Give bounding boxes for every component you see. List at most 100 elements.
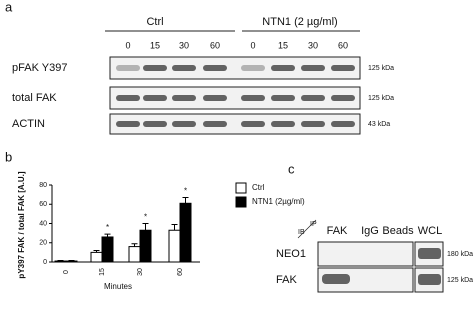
band (172, 121, 196, 127)
y-tick-label: 40 (39, 220, 47, 227)
band (241, 95, 265, 101)
bar (54, 260, 67, 263)
divider (297, 219, 317, 239)
bar (168, 229, 181, 263)
significance: * (184, 187, 187, 196)
bar (101, 236, 114, 263)
band (322, 274, 350, 284)
band (241, 65, 265, 71)
lane-label: 60 (338, 40, 348, 50)
size-label: 125 kDa (368, 95, 394, 102)
size-label: 43 kDa (368, 121, 390, 128)
row-label: FAK (276, 274, 297, 286)
significance: * (144, 213, 147, 222)
column-label: IgG (361, 225, 379, 237)
blot (317, 267, 414, 293)
band (301, 95, 325, 101)
band (331, 95, 355, 101)
column-labels: FAK IgG Beads WCL (327, 225, 443, 237)
band (271, 95, 295, 101)
y-tick-label: 60 (39, 201, 47, 208)
legend-swatch (235, 196, 247, 208)
lane-label: 30 (308, 40, 318, 50)
group-label: Ctrl (146, 16, 163, 28)
row-label: NEO1 (276, 248, 306, 260)
blot (109, 86, 361, 110)
size-label: 180 kDa (447, 251, 473, 258)
lane-label: 15 (278, 40, 288, 50)
panel-label: b (5, 149, 12, 164)
band (172, 65, 196, 71)
band (172, 95, 196, 101)
band (203, 121, 227, 127)
y-tick-label: 80 (39, 182, 47, 189)
lane-label: 30 (179, 40, 189, 50)
error-bar (142, 223, 149, 231)
column-label: WCL (418, 225, 442, 237)
x-tick-label: 30 (137, 268, 144, 276)
column-label: Beads (382, 225, 414, 237)
size-label: 125 kDa (447, 277, 473, 284)
error-bar (171, 223, 178, 231)
bar (90, 251, 103, 263)
bar (179, 202, 192, 263)
error-bar (104, 233, 111, 237)
band (301, 121, 325, 127)
band (116, 65, 140, 71)
lane-label: 15 (150, 40, 160, 50)
blot-rows: pFAK Y397 125 kDa total FAK 125 kDa ACTIN 43 … (12, 56, 394, 135)
bar (139, 229, 152, 263)
band (331, 65, 355, 71)
lane-label: 0 (125, 40, 130, 50)
x-tick-label: 60 (177, 268, 184, 276)
band (116, 95, 140, 101)
blot (109, 113, 361, 135)
legend-label: NTN1 (2µg/ml) (252, 197, 305, 206)
panel-label: c (288, 161, 295, 176)
band (143, 121, 167, 127)
lane-label: 0 (250, 40, 255, 50)
size-label: 125 kDa (368, 65, 394, 72)
band (143, 95, 167, 101)
lane-labels: 0 15 30 60 0 15 30 60 (125, 40, 348, 50)
significance: * (106, 223, 109, 232)
band (418, 248, 441, 259)
row-label: ACTIN (12, 118, 45, 130)
x-tick-label: 15 (99, 268, 106, 276)
y-tick-label: 20 (39, 240, 47, 247)
ip-label: IP (310, 221, 317, 228)
band (116, 121, 140, 127)
blot-rows: NEO1 180 kDa FAK 125 kDa (276, 241, 473, 293)
error-bar (93, 249, 100, 253)
band (271, 65, 295, 71)
legend-label: Ctrl (252, 183, 265, 192)
x-tick-label: 0 (63, 270, 70, 274)
band (271, 121, 295, 127)
band (418, 274, 441, 285)
row-label: total FAK (12, 92, 57, 104)
band (203, 65, 227, 71)
y-tick-label: 0 (43, 259, 47, 266)
error-bar (131, 243, 138, 247)
column-label: FAK (327, 225, 348, 237)
x-axis-label: Minutes (104, 282, 132, 291)
band (241, 121, 265, 127)
row-label: pFAK Y397 (12, 62, 67, 74)
ib-label: IB (298, 229, 305, 236)
error-bar (182, 197, 189, 204)
bar (65, 260, 78, 263)
band (143, 65, 167, 71)
band (203, 95, 227, 101)
bar (128, 246, 141, 263)
blot (109, 56, 361, 80)
band (331, 121, 355, 127)
legend-swatch (235, 182, 247, 194)
bar-chart: 0 20 40 60 80 0 15 * 30 * 60 * Ctrl NTN1 (2µg/ml) (39, 182, 305, 276)
band (301, 65, 325, 71)
lane-label: 60 (210, 40, 220, 50)
y-axis-label: pY397 FAK / total FAK [A.U.] (17, 171, 26, 278)
blot (317, 241, 414, 267)
group-label: NTN1 (2 µg/ml) (262, 16, 337, 28)
panel-label: a (5, 0, 13, 14)
